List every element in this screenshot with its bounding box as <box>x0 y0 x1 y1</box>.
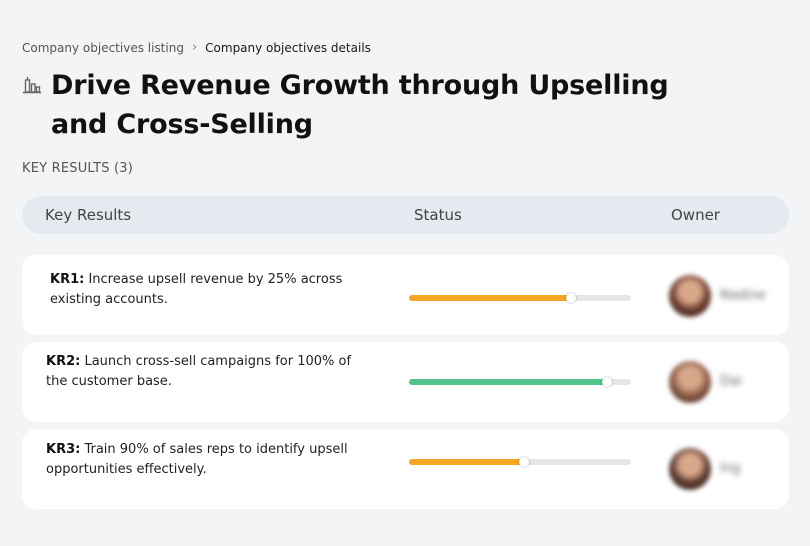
title-section: Drive Revenue Growth through Upselling a… <box>22 66 682 144</box>
progress-fill <box>409 379 607 385</box>
key-result-description: KR3: Train 90% of sales reps to identify… <box>46 440 376 480</box>
key-result-description: KR1: Increase upsell revenue by 25% acro… <box>50 270 380 310</box>
key-result-text: Train 90% of sales reps to identify upse… <box>46 442 348 477</box>
building-chart-icon <box>22 75 42 144</box>
breadcrumb-current: Company objectives details <box>205 40 371 55</box>
key-result-text: Increase upsell revenue by 25% across ex… <box>50 272 343 307</box>
key-result-id: KR3: <box>46 442 81 457</box>
breadcrumb: Company objectives listing › Company obj… <box>22 40 371 55</box>
avatar[interactable] <box>669 275 711 317</box>
key-result-id: KR1: <box>50 272 85 287</box>
column-header-status: Status <box>414 206 462 224</box>
owner-name[interactable]: Dai <box>720 374 742 389</box>
progress-fill <box>409 295 572 301</box>
key-results-count: KEY RESULTS (3) <box>22 161 134 176</box>
progress-fill <box>409 459 525 465</box>
progress-knob[interactable] <box>519 457 530 467</box>
page-title: Drive Revenue Growth through Upselling a… <box>51 70 669 140</box>
owner-name[interactable]: Ing <box>720 461 741 476</box>
progress-knob[interactable] <box>601 377 612 387</box>
column-header-key-results: Key Results <box>45 206 132 224</box>
progress-knob[interactable] <box>566 293 577 303</box>
table-header: Key Results Status Owner <box>22 196 789 234</box>
table-row[interactable]: KR1: Increase upsell revenue by 25% acro… <box>22 255 789 335</box>
breadcrumb-link-listing[interactable]: Company objectives listing <box>22 40 184 55</box>
key-result-text: Launch cross-sell campaigns for 100% of … <box>46 354 352 389</box>
column-header-owner: Owner <box>671 206 720 224</box>
key-result-id: KR2: <box>46 354 81 369</box>
progress-bar[interactable] <box>409 293 631 303</box>
progress-bar[interactable] <box>409 457 631 467</box>
table-row[interactable]: KR3: Train 90% of sales reps to identify… <box>22 429 789 509</box>
key-result-description: KR2: Launch cross-sell campaigns for 100… <box>46 352 376 392</box>
owner-name[interactable]: Nadine <box>720 288 766 303</box>
avatar[interactable] <box>669 448 711 490</box>
avatar[interactable] <box>669 361 711 403</box>
chevron-right-icon: › <box>191 40 198 55</box>
table-row[interactable]: KR2: Launch cross-sell campaigns for 100… <box>22 342 789 422</box>
progress-bar[interactable] <box>409 377 631 387</box>
